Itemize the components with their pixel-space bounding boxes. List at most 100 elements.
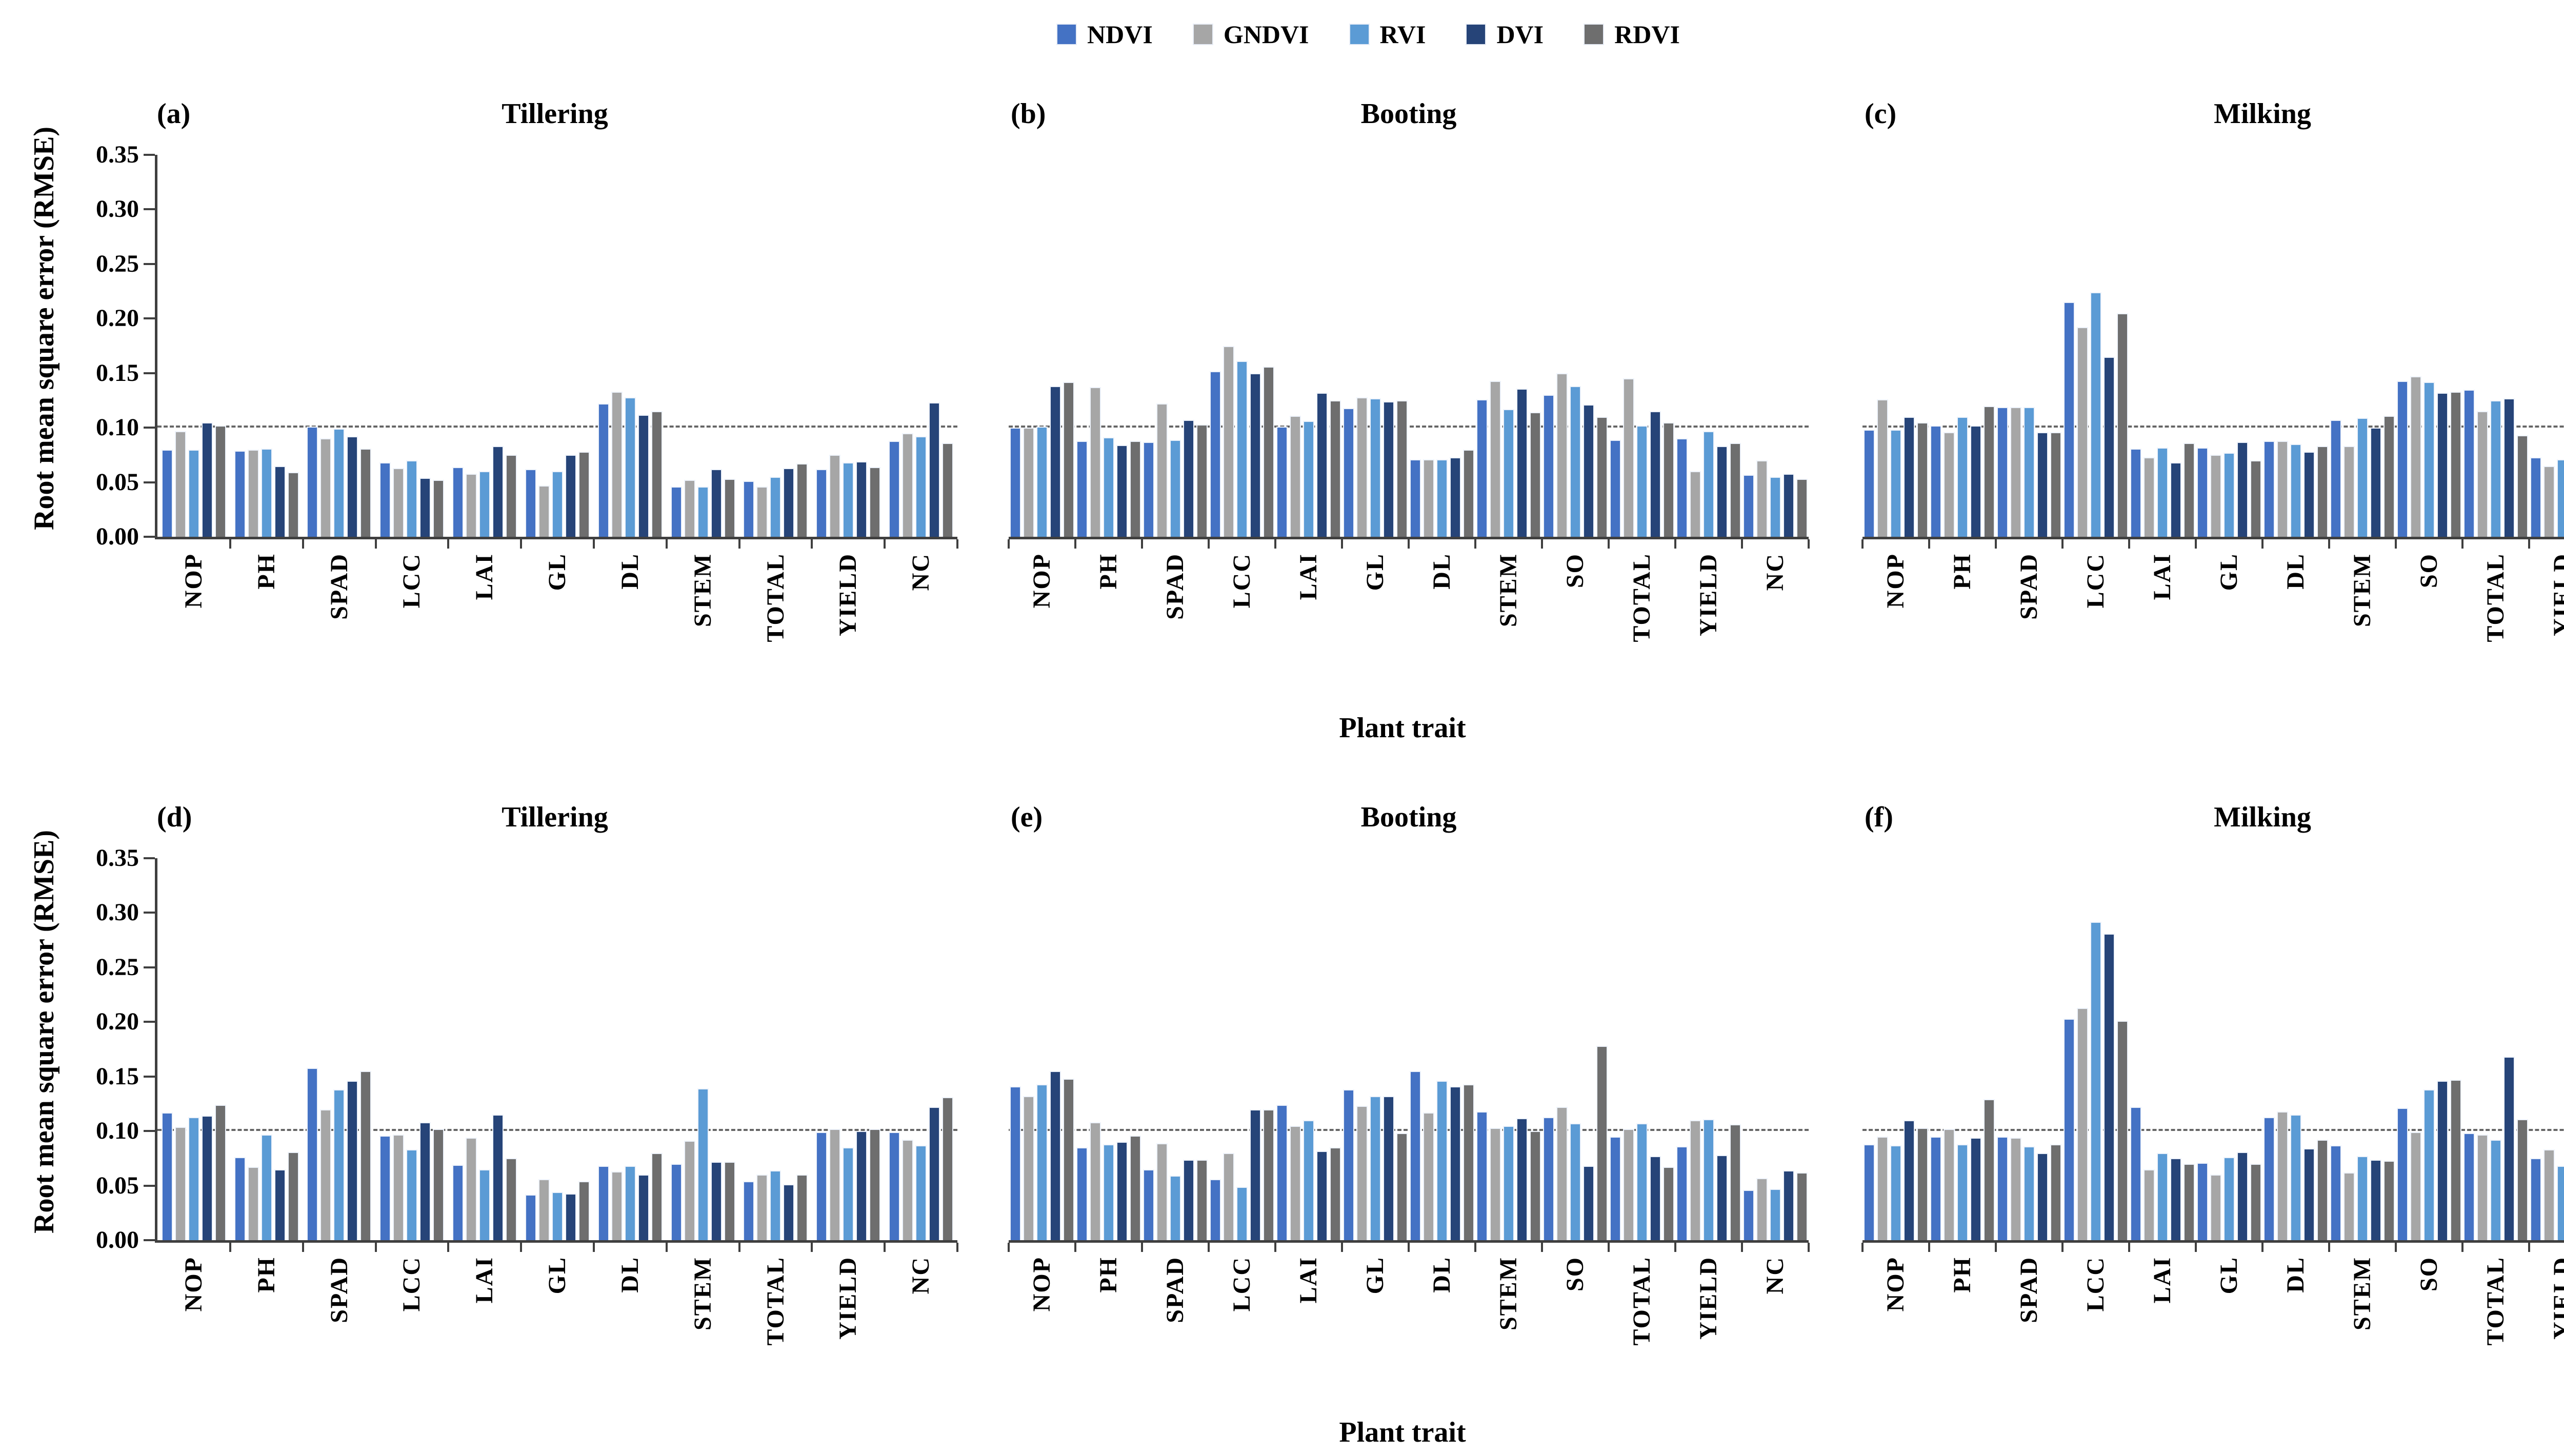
bar-gndvi-lcc bbox=[2077, 327, 2088, 537]
bar-rdvi-lai bbox=[506, 1158, 517, 1240]
bar-rvi-lcc bbox=[2090, 292, 2101, 537]
bar-group-lai bbox=[448, 858, 521, 1240]
bar-dvi-nop bbox=[201, 422, 213, 537]
bar-dvi-lai bbox=[492, 1115, 504, 1240]
x-tick-label: NC bbox=[907, 553, 935, 591]
bar-gndvi-nop bbox=[1877, 399, 1888, 537]
y-tick-label: 0.15 bbox=[96, 1062, 139, 1090]
x-tick-mark bbox=[2395, 539, 2397, 549]
x-tick-mark bbox=[738, 539, 740, 549]
bar-dvi-ph bbox=[1116, 1142, 1128, 1240]
x-tick-label: NOP bbox=[1882, 1257, 1909, 1312]
bar-rvi-gl bbox=[551, 1192, 563, 1240]
bar-gndvi-ph bbox=[1090, 1122, 1101, 1240]
bar-rvi-stem bbox=[1503, 1125, 1514, 1240]
x-tick-mark bbox=[2195, 1243, 2197, 1252]
bar-dvi-dl bbox=[1450, 1086, 1461, 1240]
bar-gndvi-gl bbox=[1356, 397, 1368, 537]
bar-ndvi-so bbox=[1543, 395, 1554, 537]
x-tick-mark bbox=[1808, 539, 1810, 549]
x-tick-mark bbox=[1408, 539, 1410, 549]
bar-gndvi-lai bbox=[1290, 1125, 1301, 1240]
x-tick-mark bbox=[1674, 1243, 1676, 1252]
bar-gndvi-total bbox=[1623, 378, 1634, 537]
x-tick-mark bbox=[2261, 1243, 2263, 1252]
bar-rvi-dl bbox=[2290, 1115, 2301, 1240]
x-tick-label: LAI bbox=[1295, 1257, 1322, 1304]
x-tick-mark bbox=[884, 1243, 886, 1252]
x-tick-label: NOP bbox=[1028, 553, 1055, 609]
x-tick-label: TOTAL bbox=[762, 1257, 789, 1346]
x-tick-label: DL bbox=[2282, 553, 2309, 590]
bar-rvi-ph bbox=[1957, 416, 1968, 537]
bar-group-dl bbox=[594, 155, 667, 537]
bar-rdvi-dl bbox=[651, 411, 663, 537]
bar-rvi-lcc bbox=[406, 460, 418, 537]
bar-rvi-total bbox=[770, 476, 782, 537]
bar-dvi-total bbox=[783, 468, 795, 537]
x-tick-mark bbox=[520, 1243, 523, 1252]
y-tick-mark bbox=[144, 857, 155, 859]
y-axis-title-top: Root mean square error (RMSE) bbox=[28, 126, 60, 530]
panel-title-milking: Milking bbox=[2214, 98, 2311, 130]
x-tick-label: TOTAL bbox=[1628, 553, 1655, 642]
x-tick-mark bbox=[884, 539, 886, 549]
bar-group-spad bbox=[1142, 155, 1209, 537]
y-tick-label: 0.25 bbox=[96, 250, 139, 277]
bar-rdvi-yield bbox=[1730, 442, 1741, 537]
bar-ndvi-total bbox=[2463, 389, 2475, 537]
y-tick-label: 0.15 bbox=[96, 359, 139, 387]
x-tick-mark bbox=[1141, 1243, 1143, 1252]
bar-ndvi-nop bbox=[1010, 1086, 1021, 1240]
bar-dvi-yield bbox=[856, 1131, 868, 1240]
x-tick-label: PH bbox=[252, 553, 280, 590]
bar-group-dl bbox=[2262, 155, 2329, 537]
bar-ndvi-nop bbox=[161, 449, 173, 537]
bar-rvi-lai bbox=[2157, 1152, 2168, 1240]
x-tick-mark bbox=[1341, 1243, 1343, 1252]
y-tick-label: 0.00 bbox=[96, 523, 139, 550]
x-tick-label: TOTAL bbox=[2482, 553, 2509, 642]
bar-ndvi-stem bbox=[1476, 399, 1488, 537]
bar-ndvi-lai bbox=[1276, 1105, 1288, 1240]
x-tick-mark bbox=[1741, 1243, 1743, 1252]
bar-ndvi-stem bbox=[2330, 420, 2341, 537]
y-tick-mark bbox=[144, 154, 155, 156]
bar-gndvi-nop bbox=[1023, 1096, 1034, 1240]
x-tick-label: LAI bbox=[471, 1257, 498, 1304]
bar-ndvi-ph bbox=[234, 450, 246, 537]
bar-group-ph bbox=[1075, 155, 1142, 537]
bar-group-gl bbox=[1342, 155, 1409, 537]
x-tick-mark bbox=[2395, 1243, 2397, 1252]
bar-rdvi-yield bbox=[869, 1128, 881, 1240]
bar-gndvi-total bbox=[2477, 411, 2488, 537]
bar-group-total bbox=[739, 155, 812, 537]
bar-dvi-nc bbox=[929, 402, 940, 537]
x-tick-label: GL bbox=[2215, 1257, 2242, 1295]
x-tick-label: LCC bbox=[2082, 553, 2109, 609]
panel-d-tillering: (d) Tillering NOP PH SPAD LCC LAI GL DL STEM TOT… bbox=[66, 801, 958, 1346]
bar-group-lai bbox=[2129, 858, 2196, 1240]
bar-rvi-nop bbox=[1890, 1145, 1901, 1240]
legend-item-dvi: DVI bbox=[1466, 19, 1544, 49]
x-tick-label: LAI bbox=[2149, 553, 2176, 600]
bar-ndvi-nop bbox=[1864, 430, 1875, 537]
bar-rdvi-gl bbox=[2250, 1164, 2261, 1240]
bar-rdvi-total bbox=[1663, 422, 1674, 537]
x-tick-mark bbox=[665, 539, 668, 549]
bar-rdvi-spad bbox=[360, 448, 372, 537]
x-tick-mark bbox=[811, 539, 813, 549]
bar-ndvi-gl bbox=[1343, 1089, 1354, 1240]
bar-group-yield bbox=[2529, 858, 2564, 1240]
panel-letter-f: (f) bbox=[1865, 801, 1893, 833]
bar-gndvi-spad bbox=[2010, 1137, 2021, 1240]
legend-swatch-dvi bbox=[1466, 24, 1487, 45]
x-tick-mark bbox=[1608, 1243, 1610, 1252]
bar-rdvi-nc bbox=[1796, 1172, 1808, 1240]
x-tick-mark bbox=[1274, 1243, 1276, 1252]
bar-rvi-stem bbox=[1503, 409, 1514, 537]
bar-gndvi-so bbox=[2410, 376, 2421, 537]
bar-group-nc bbox=[885, 155, 957, 537]
bar-ndvi-dl bbox=[597, 1166, 609, 1240]
panel-letter-d: (d) bbox=[157, 801, 192, 833]
